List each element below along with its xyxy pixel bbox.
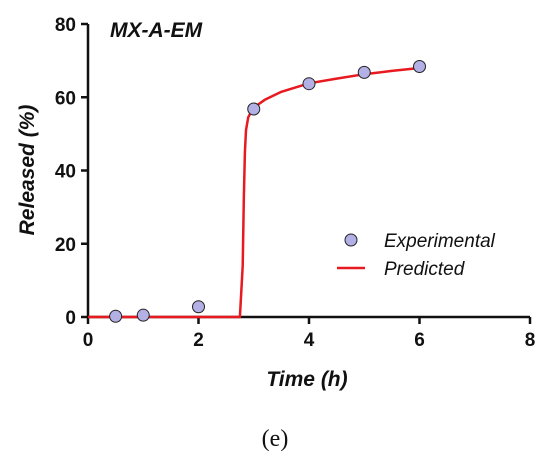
x-tick-label: 0 — [83, 330, 94, 351]
y-axis-title: Released (%) — [16, 105, 39, 236]
y-tick-label: 40 — [55, 162, 76, 183]
legend: Experimental Predicted — [337, 231, 496, 280]
panel-label: (e) — [262, 426, 289, 452]
y-tick-label: 20 — [55, 235, 76, 256]
experimental-point — [192, 300, 205, 314]
x-tick-label: 4 — [304, 330, 315, 351]
x-tick-label: 2 — [193, 330, 204, 351]
x-axis-ticks: 0 2 4 6 8 — [83, 317, 536, 351]
x-tick-label: 8 — [525, 330, 536, 351]
experimental-point — [247, 102, 261, 116]
experimental-point — [136, 308, 150, 322]
experimental-point — [413, 59, 426, 73]
experimental-point — [302, 77, 316, 91]
x-tick-label: 6 — [414, 330, 425, 351]
legend-marker-experimental — [344, 233, 358, 247]
legend-label-predicted: Predicted — [384, 259, 466, 280]
legend-label-experimental: Experimental — [384, 231, 496, 252]
chart-title: MX-A-EM — [110, 19, 203, 42]
experimental-point — [357, 65, 371, 79]
y-tick-label: 60 — [55, 88, 76, 109]
y-axis-ticks: 0 20 40 60 80 — [55, 15, 88, 329]
experimental-point — [109, 309, 123, 323]
y-tick-label: 0 — [65, 308, 76, 329]
series-layer — [88, 59, 426, 323]
x-axis-title: Time (h) — [266, 368, 347, 391]
y-tick-label: 80 — [55, 15, 76, 36]
